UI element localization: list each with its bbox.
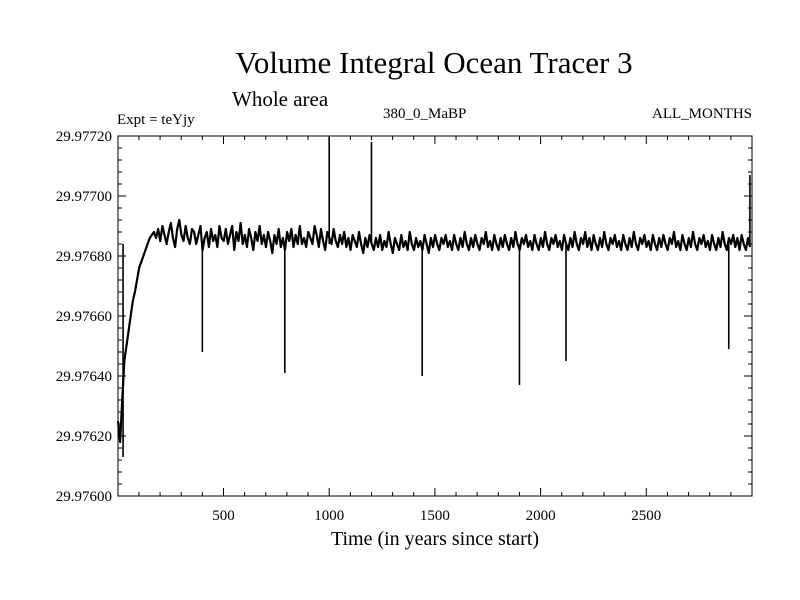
y-tick-label: 29.97680	[56, 249, 112, 265]
months-label: ALL_MONTHS	[652, 106, 752, 122]
spike-group	[123, 136, 750, 457]
x-axis: 500 1000 1500 2000 2500	[139, 136, 731, 524]
y-tick-label: 29.97620	[56, 429, 112, 445]
x-tick-label: 2500	[631, 508, 661, 524]
x-axis-label: Time (in years since start)	[331, 528, 539, 550]
x-tick-label: 1500	[420, 508, 450, 524]
x-tick-label: 500	[212, 508, 235, 524]
y-tick-label: 29.97640	[56, 369, 112, 385]
plot-frame	[118, 136, 752, 496]
x-tick-label: 2000	[526, 508, 556, 524]
y-axis: 29.97600 29.97620 29.97640 29.97660 29.97680…	[56, 129, 752, 505]
y-tick-label: 29.97700	[56, 189, 112, 205]
y-tick-label: 29.97660	[56, 309, 112, 325]
run-label: 380_0_MaBP	[383, 106, 466, 122]
x-tick-label: 1000	[314, 508, 344, 524]
expt-label: Expt = teYjy	[117, 112, 195, 128]
series-group	[118, 220, 750, 442]
y-tick-label: 29.97600	[56, 489, 112, 505]
y-tick-label: 29.97720	[56, 129, 112, 145]
chart-subtitle: Whole area	[232, 87, 329, 111]
chart-title: Volume Integral Ocean Tracer 3	[235, 45, 632, 80]
series-line-0	[118, 220, 750, 442]
